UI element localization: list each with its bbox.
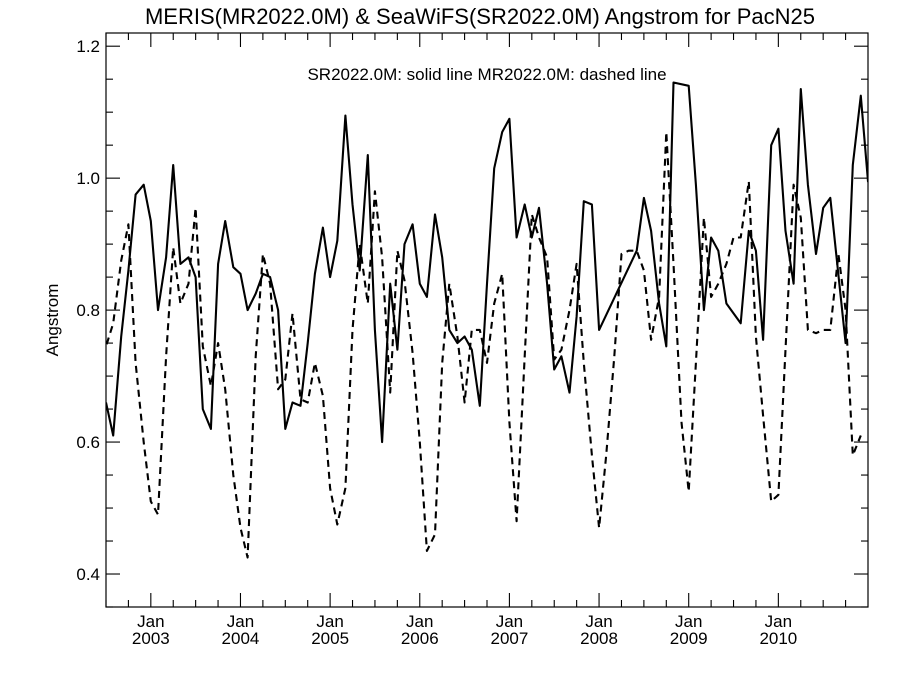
x-tick-month: Jan [765, 612, 792, 631]
x-tick-month: Jan [585, 612, 612, 631]
series-annotation: SR2022.0M: solid line MR2022.0M: dashed … [307, 65, 666, 84]
x-tick-month: Jan [496, 612, 523, 631]
x-tick-month: Jan [227, 612, 254, 631]
y-axis-label: Angstrom [43, 284, 62, 357]
x-tick-month: Jan [675, 612, 702, 631]
x-tick-year: 2007 [490, 629, 528, 648]
y-tick-label: 0.6 [76, 433, 100, 452]
x-tick-year: 2006 [401, 629, 439, 648]
x-tick-year: 2003 [132, 629, 170, 648]
series-line-dashed [106, 130, 862, 559]
axis-ticks: 0.40.60.81.01.2Jan2003Jan2004Jan2005Jan2… [76, 33, 868, 648]
x-tick-year: 2004 [222, 629, 260, 648]
series-line-solid [106, 81, 868, 444]
x-tick-month: Jan [406, 612, 433, 631]
plot-frame [105, 32, 869, 608]
x-tick-year: 2008 [580, 629, 618, 648]
x-tick-year: 2010 [759, 629, 797, 648]
x-tick-year: 2009 [670, 629, 708, 648]
y-tick-label: 0.8 [76, 301, 100, 320]
data-series [106, 81, 868, 559]
y-tick-label: 1.2 [76, 37, 100, 56]
y-tick-label: 1.0 [76, 169, 100, 188]
y-tick-label: 0.4 [76, 565, 100, 584]
chart-title: MERIS(MR2022.0M) & SeaWiFS(SR2022.0M) An… [145, 4, 815, 29]
x-tick-month: Jan [316, 612, 343, 631]
x-tick-year: 2005 [311, 629, 349, 648]
x-tick-month: Jan [137, 612, 164, 631]
